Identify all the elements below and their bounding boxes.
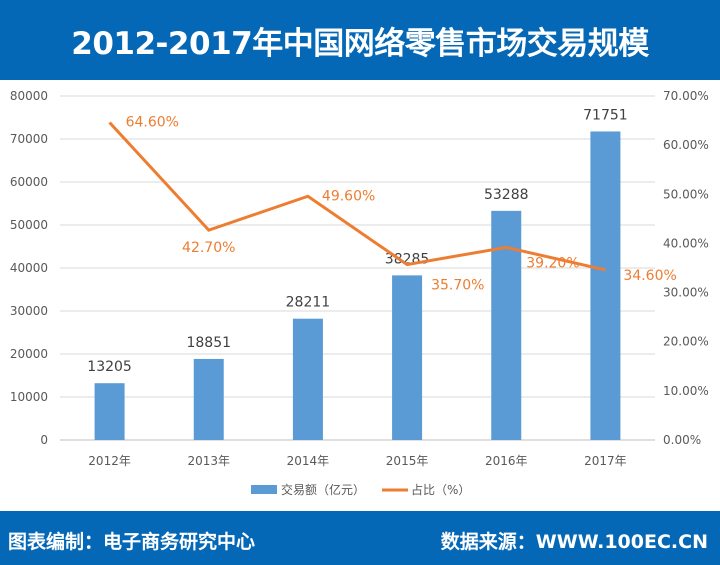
- line-series: [108, 121, 606, 272]
- chart-title-banner: 2012-2017年中国网络零售市场交易规模: [0, 0, 720, 80]
- y2-tick-label: 30.00%: [663, 286, 709, 300]
- y-tick-label: 0: [40, 433, 48, 447]
- legend-bar-swatch: [251, 485, 277, 494]
- bar: [292, 318, 323, 440]
- y-tick-label: 60000: [10, 175, 48, 189]
- y-tick-label: 10000: [10, 390, 48, 404]
- y2-tick-label: 0.00%: [663, 433, 701, 447]
- line-data-label: 35.70%: [431, 278, 484, 294]
- bar-data-label: 71751: [583, 107, 628, 123]
- y2-tick-label: 20.00%: [663, 335, 709, 349]
- legend-bar-label: 交易额（亿元）: [281, 482, 365, 497]
- x-tick-label: 2014年: [287, 454, 330, 468]
- legend-line-label: 占比（%）: [411, 482, 470, 497]
- footer-banner: 图表编制：电子商务研究中心 数据来源：WWW.100EC.CN: [0, 511, 720, 565]
- bar-data-label: 13205: [87, 359, 132, 375]
- bar-data-label: 28211: [286, 295, 331, 311]
- y-tick-label: 20000: [10, 347, 48, 361]
- line-data-label: 49.60%: [322, 188, 375, 204]
- x-tick-label: 2012年: [88, 454, 131, 468]
- footer-credit: 图表编制：电子商务研究中心: [8, 531, 256, 553]
- y2-tick-label: 40.00%: [663, 236, 709, 250]
- footer-source: 数据来源：WWW.100EC.CN: [440, 531, 708, 553]
- bar: [392, 275, 423, 440]
- bar-data-label: 18851: [186, 335, 231, 351]
- bar: [590, 131, 621, 440]
- x-tick-label: 2013年: [187, 454, 230, 468]
- bar: [193, 358, 224, 440]
- y2-tick-label: 50.00%: [663, 187, 709, 201]
- line-data-label: 64.60%: [126, 115, 179, 131]
- x-tick-label: 2016年: [485, 454, 528, 468]
- y-tick-label: 80000: [10, 89, 48, 103]
- y2-tick-label: 70.00%: [663, 89, 709, 103]
- bar: [491, 210, 522, 440]
- y2-tick-label: 60.00%: [663, 138, 709, 152]
- x-tick-label: 2017年: [584, 454, 627, 468]
- y-tick-label: 40000: [10, 261, 48, 275]
- line-data-label: 39.20%: [526, 255, 579, 271]
- chart-title: 2012-2017年中国网络零售市场交易规模: [71, 25, 649, 62]
- x-tick-label: 2015年: [386, 454, 429, 468]
- y-tick-label: 70000: [10, 132, 48, 146]
- y-tick-label: 50000: [10, 218, 48, 232]
- chart: 0 10000 20000 30000 40000 50000 60000 70000 8000…: [0, 80, 720, 511]
- bar: [94, 383, 125, 440]
- line-data-label: 42.70%: [182, 240, 235, 256]
- y2-tick-label: 10.00%: [663, 384, 709, 398]
- bar-data-label: 53288: [484, 187, 529, 203]
- y-tick-label: 30000: [10, 304, 48, 318]
- line-data-label: 34.60%: [623, 268, 676, 284]
